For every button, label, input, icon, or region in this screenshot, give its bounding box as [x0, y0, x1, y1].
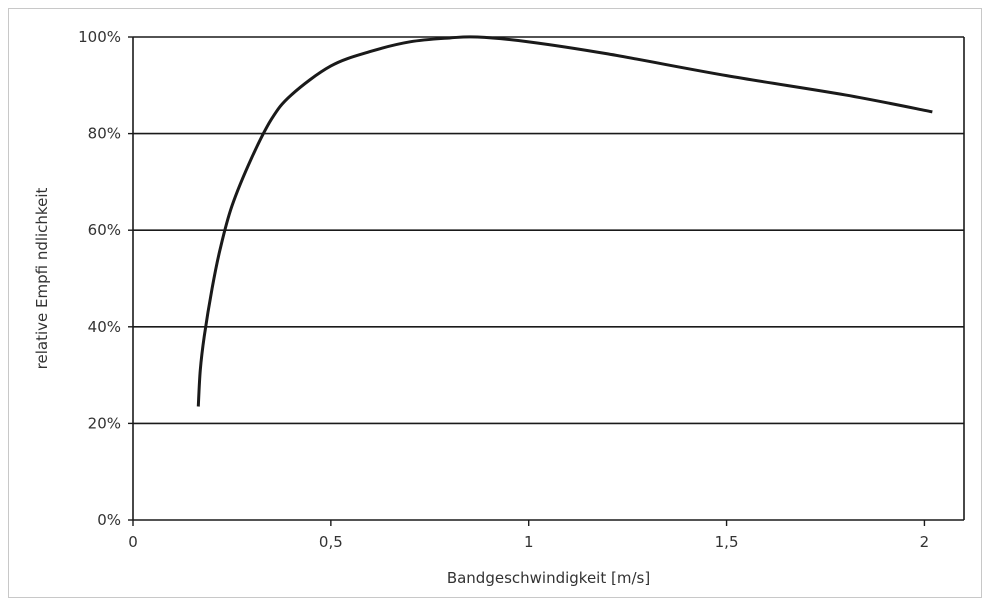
- x-tick-label: 1,5: [715, 533, 739, 551]
- line-chart: 0% 20% 40% 60% 80% 100% 0 0,5 1 1,5 2 Bandgeschwind…: [33, 28, 965, 587]
- y-axis-title: relative Empfi ndlichkeit: [33, 188, 51, 370]
- y-tick-label: 80%: [88, 125, 121, 143]
- x-tick-label: 1: [524, 533, 534, 551]
- x-tick-label: 0,5: [319, 533, 343, 551]
- chart-frame: 0% 20% 40% 60% 80% 100% 0 0,5 1 1,5 2 Bandgeschwind…: [8, 8, 982, 598]
- y-tick-label: 60%: [88, 221, 121, 239]
- x-axis-title: Bandgeschwindigkeit [m/s]: [447, 569, 650, 587]
- y-tick-label: 0%: [97, 511, 121, 529]
- x-tick-label: 0: [128, 533, 138, 551]
- y-tick-label: 40%: [88, 318, 121, 336]
- y-tick-label: 20%: [88, 414, 121, 432]
- y-tick-label: 100%: [78, 28, 121, 46]
- series-line-0: [196, 35, 933, 407]
- x-tick-label: 2: [920, 533, 930, 551]
